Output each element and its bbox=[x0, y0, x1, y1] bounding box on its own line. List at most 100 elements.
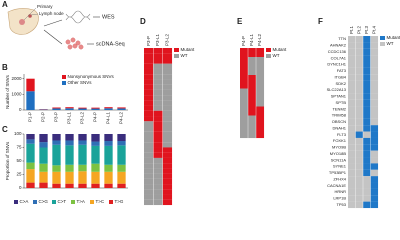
heatmap-cell bbox=[348, 74, 356, 81]
heatmap-cell bbox=[363, 195, 371, 202]
heatmap-cell bbox=[248, 70, 257, 76]
heatmap-cell bbox=[256, 48, 265, 53]
bar-segment bbox=[52, 107, 61, 109]
heatmap-cell bbox=[355, 188, 364, 196]
heatmap-cell bbox=[363, 125, 371, 132]
heatmap-cell bbox=[363, 201, 371, 209]
heatmap-cell bbox=[363, 106, 371, 113]
bar-segment bbox=[65, 108, 74, 110]
bar-segment bbox=[65, 145, 74, 165]
bar-segment bbox=[104, 134, 113, 142]
heatmap-cell bbox=[256, 106, 265, 112]
heatmap-cell bbox=[144, 79, 154, 85]
heatmap-cell bbox=[162, 173, 173, 179]
heatmap-cell bbox=[370, 182, 379, 189]
method: scDNA-Seq bbox=[96, 41, 125, 47]
heatmap-cell bbox=[363, 99, 371, 107]
heatmap-cell bbox=[348, 55, 356, 62]
bar-segment bbox=[78, 134, 87, 141]
row-label: FOXK1 bbox=[333, 138, 347, 143]
heatmap-cell bbox=[370, 74, 379, 81]
heatmap-cell bbox=[162, 84, 173, 90]
panel-label: B bbox=[2, 63, 8, 72]
heatmap-cell bbox=[355, 176, 364, 183]
heatmap-cell bbox=[144, 131, 154, 138]
column-label: Pt.3 bbox=[364, 25, 369, 34]
heatmap-cell bbox=[348, 80, 356, 88]
heatmap-cell bbox=[355, 80, 364, 88]
heatmap-cell bbox=[363, 93, 371, 100]
x-tick-label: P2-P bbox=[41, 112, 46, 122]
heatmap-cell bbox=[348, 42, 356, 49]
legend-label: WT bbox=[387, 41, 394, 46]
heatmap-cell bbox=[363, 55, 371, 62]
heatmap-cell bbox=[248, 106, 257, 112]
pointer bbox=[30, 13, 39, 16]
heatmap-cell bbox=[144, 63, 154, 69]
row-label: SYNE1 bbox=[333, 164, 347, 169]
heatmap-cell bbox=[153, 58, 163, 64]
bar-segment bbox=[52, 134, 61, 141]
bar-segment bbox=[117, 134, 126, 142]
heatmap-cell bbox=[240, 133, 249, 139]
heatmap-cell bbox=[355, 42, 364, 49]
heatmap-cell bbox=[363, 67, 371, 75]
bar-segment bbox=[91, 163, 100, 172]
heatmap-cell bbox=[363, 131, 371, 138]
row-label: CCDC136 bbox=[328, 49, 347, 54]
heatmap-cell bbox=[348, 106, 356, 113]
x-tick-label: P4-P bbox=[93, 112, 98, 122]
heatmap-cell bbox=[355, 106, 364, 113]
heatmap-cell bbox=[240, 52, 249, 58]
legend-label: C>T bbox=[58, 199, 67, 204]
heatmap-cell bbox=[355, 74, 364, 81]
bar-segment bbox=[78, 140, 87, 145]
heatmap-cell bbox=[370, 131, 379, 138]
heatmap-cell bbox=[153, 184, 163, 190]
heatmap-cell bbox=[348, 125, 356, 132]
heatmap-cell bbox=[162, 74, 173, 80]
heatmap-cell bbox=[256, 79, 265, 85]
row-label: FLT3 bbox=[337, 132, 347, 137]
heatmap-cell bbox=[144, 116, 154, 122]
lymph-node bbox=[28, 14, 32, 18]
bar-segment bbox=[117, 107, 126, 109]
row-label: TENM2 bbox=[332, 106, 346, 111]
heatmap-cell bbox=[355, 67, 364, 75]
bar-segment bbox=[65, 164, 74, 172]
legend-swatch bbox=[174, 48, 179, 52]
column-label: P4-L1 bbox=[249, 33, 254, 46]
heatmap-cell bbox=[144, 58, 154, 64]
column-label: P3-L1 bbox=[155, 33, 160, 46]
heatmap-cell bbox=[240, 48, 249, 53]
heatmap-cell bbox=[370, 112, 379, 119]
heatmap-cell bbox=[153, 199, 163, 206]
heatmap-cell bbox=[363, 86, 371, 94]
x-tick-label: P3-L2 bbox=[80, 112, 85, 125]
heatmap-cell bbox=[248, 84, 257, 89]
heatmap-cell bbox=[355, 163, 364, 170]
heatmap-cell bbox=[153, 63, 163, 69]
heatmap-cell bbox=[240, 102, 249, 107]
bar-segment bbox=[91, 134, 100, 142]
bar-segment bbox=[52, 140, 61, 145]
heatmap-cell bbox=[153, 163, 163, 169]
heatmap-cell bbox=[256, 124, 265, 130]
heatmap-cell bbox=[348, 86, 356, 94]
heatmap-cell bbox=[248, 52, 257, 58]
heatmap-cell bbox=[162, 163, 173, 169]
row-label: CACNA1E bbox=[327, 183, 346, 188]
row-label: OBSCN bbox=[332, 119, 346, 124]
heatmap-cell bbox=[355, 99, 364, 107]
panel-label: C bbox=[2, 125, 8, 134]
bar-segment bbox=[104, 164, 113, 172]
legend-swatch bbox=[71, 200, 75, 204]
heatmap-cell bbox=[348, 163, 356, 170]
heatmap-cell bbox=[363, 163, 371, 170]
heatmap-cell bbox=[240, 115, 249, 121]
heatmap-cell bbox=[144, 178, 154, 185]
heatmap-cell bbox=[153, 142, 163, 148]
bar-segment bbox=[91, 107, 100, 109]
heatmap-cell bbox=[363, 157, 371, 164]
heatmap-cell bbox=[370, 176, 379, 183]
